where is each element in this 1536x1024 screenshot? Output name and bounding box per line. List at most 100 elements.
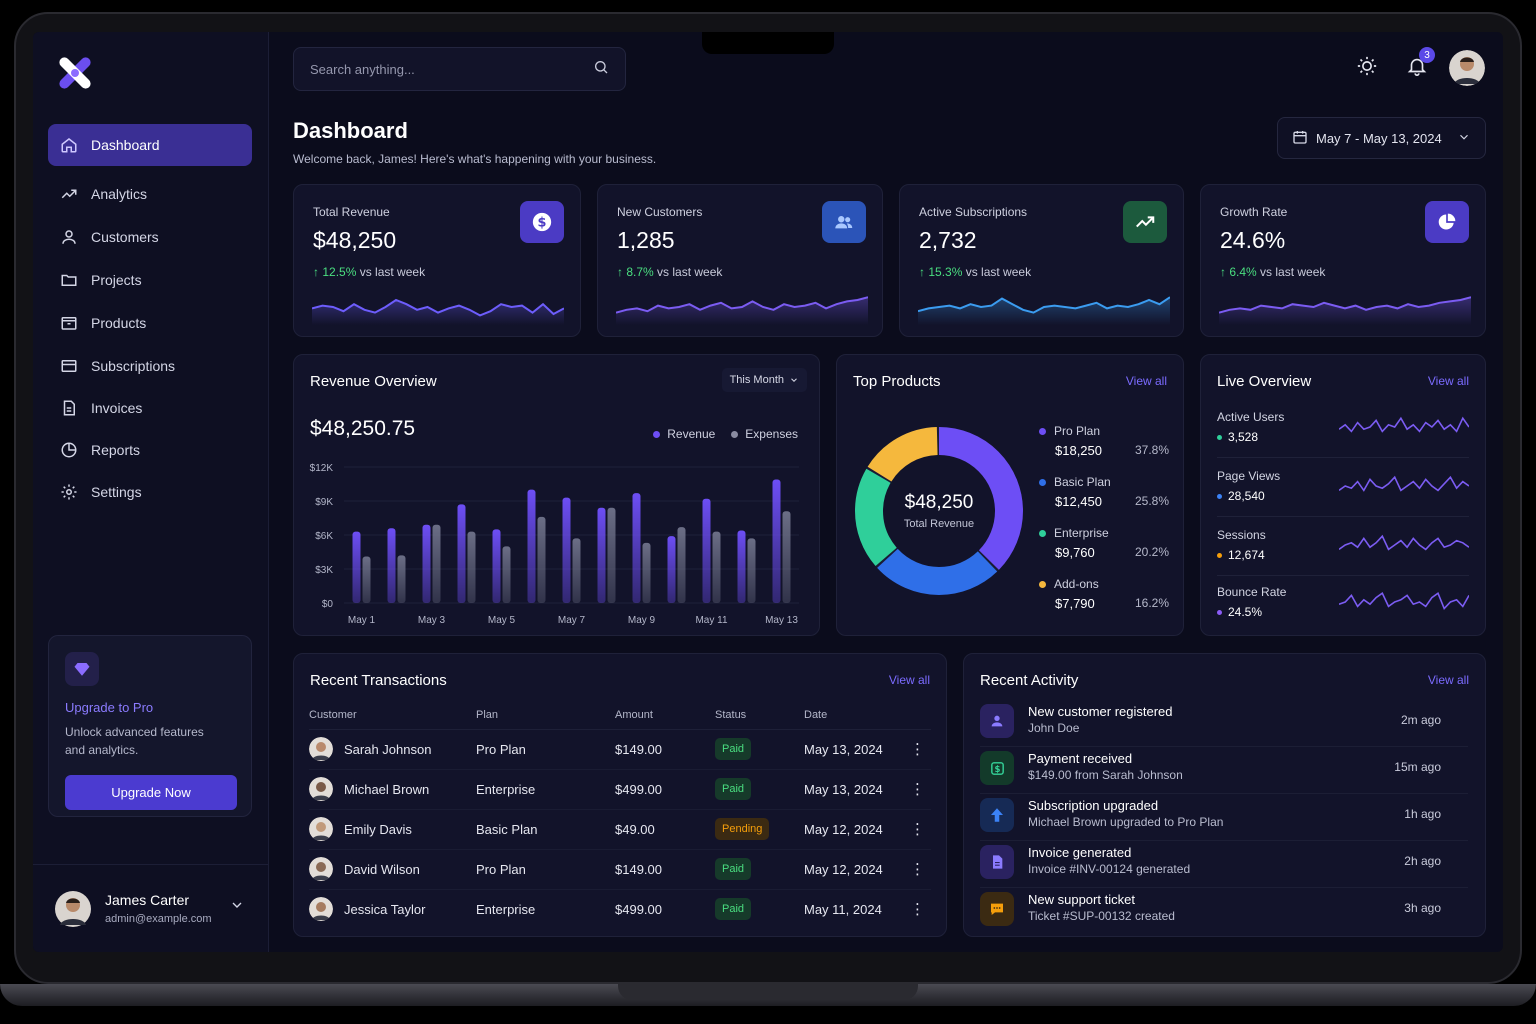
sidebar-item-reports[interactable]: Reports xyxy=(48,429,252,471)
customer-cell: Sarah Johnson xyxy=(309,729,476,770)
more-options-icon[interactable]: ⋮ xyxy=(904,849,931,890)
bar-revenue[interactable] xyxy=(457,504,466,603)
search-input[interactable] xyxy=(310,61,593,77)
activity-item[interactable]: Invoice generated Invoice #INV-00124 gen… xyxy=(980,839,1452,886)
chevron-down-icon[interactable] xyxy=(229,897,245,918)
bar-expenses[interactable] xyxy=(502,546,511,603)
bar-revenue[interactable] xyxy=(527,489,536,603)
x-tick-label: May 13 xyxy=(765,615,798,626)
sidebar-item-subscriptions[interactable]: Subscriptions xyxy=(48,345,252,387)
stat-change: ↑ 15.3% vs last week xyxy=(919,265,1031,279)
amount-cell: $49.00 xyxy=(615,809,715,850)
user-icon xyxy=(60,228,78,246)
user-avatar-button[interactable] xyxy=(1449,50,1485,86)
bar-expenses[interactable] xyxy=(782,511,791,603)
home-icon xyxy=(60,136,78,154)
upgrade-now-button[interactable]: Upgrade Now xyxy=(65,775,237,810)
bar-expenses[interactable] xyxy=(572,538,581,603)
more-options-icon[interactable]: ⋮ xyxy=(904,729,931,770)
activity-item[interactable]: $ Payment received $149.00 from Sarah Jo… xyxy=(980,745,1452,792)
bar-expenses[interactable] xyxy=(467,531,476,603)
view-all-link[interactable]: View all xyxy=(888,673,930,687)
stat-title: Growth Rate xyxy=(1220,205,1288,219)
date-cell: May 11, 2024 xyxy=(804,901,882,917)
bar-revenue[interactable] xyxy=(632,493,641,603)
chat-icon xyxy=(980,892,1014,926)
search-icon[interactable] xyxy=(593,59,609,80)
bar-expenses[interactable] xyxy=(397,555,406,603)
table-row[interactable]: Emily Davis Basic Plan $49.00 Pending May 12… xyxy=(309,809,931,850)
avatar xyxy=(55,890,91,927)
bar-revenue[interactable] xyxy=(422,524,431,603)
sidebar-item-invoices[interactable]: Invoices xyxy=(48,387,252,429)
sidebar-item-label: Subscriptions xyxy=(91,358,176,374)
donut-slice[interactable] xyxy=(855,427,1023,595)
product-list: Pro Plan $18,250 37.8% Basic Plan $12,45… xyxy=(1039,424,1169,628)
activity-time: 2h ago xyxy=(1404,854,1441,868)
product-item-add-ons: Add-ons $7,790 16.2% xyxy=(1039,577,1169,628)
sidebar-item-dashboard[interactable]: Dashboard xyxy=(48,124,252,166)
bar-expenses[interactable] xyxy=(712,531,721,603)
search-bar[interactable] xyxy=(293,47,626,91)
donut-slice[interactable] xyxy=(855,427,1023,595)
profile-name: James Carter xyxy=(105,892,190,908)
view-all-link[interactable]: View all xyxy=(1125,374,1167,388)
donut-slice[interactable] xyxy=(855,427,1023,595)
bar-expenses[interactable] xyxy=(642,542,651,603)
sparkline xyxy=(1339,475,1469,492)
bar-expenses[interactable] xyxy=(537,516,546,603)
activity-item[interactable]: Subscription upgraded Michael Brown upgr… xyxy=(980,792,1452,839)
product-name: Basic Plan xyxy=(1054,475,1111,489)
user-profile[interactable]: James Carter admin@example.com xyxy=(33,864,269,952)
activity-title: Subscription upgraded xyxy=(1028,798,1159,813)
sidebar-item-products[interactable]: Products xyxy=(48,302,252,344)
sidebar-item-customers[interactable]: Customers xyxy=(48,216,252,258)
app-logo[interactable] xyxy=(57,56,93,90)
chevron-down-icon xyxy=(789,375,799,385)
bar-revenue[interactable] xyxy=(352,531,361,603)
customer-cell: Michael Brown xyxy=(309,769,476,810)
date-cell: May 13, 2024 xyxy=(804,729,904,770)
activity-item[interactable]: New support ticket Ticket #SUP-00132 cre… xyxy=(980,886,1452,933)
more-options-icon[interactable]: ⋮ xyxy=(904,809,931,850)
bar-revenue[interactable] xyxy=(702,498,711,603)
bar-revenue[interactable] xyxy=(387,528,396,603)
y-tick-label: $3K xyxy=(315,565,333,576)
bar-revenue[interactable] xyxy=(737,530,746,603)
live-item-page-views: Page Views 28,540 xyxy=(1217,469,1469,527)
activity-title: Invoice generated xyxy=(1028,845,1132,860)
activity-time: 1h ago xyxy=(1404,807,1441,821)
bar-revenue[interactable] xyxy=(667,536,676,603)
date-range-picker[interactable]: May 7 - May 13, 2024 xyxy=(1277,117,1486,159)
bar-revenue[interactable] xyxy=(597,507,606,603)
bar-revenue[interactable] xyxy=(562,497,571,603)
bar-revenue[interactable] xyxy=(492,529,501,603)
bar-expenses[interactable] xyxy=(607,507,616,603)
profile-email: admin@example.com xyxy=(105,913,212,925)
sidebar-item-settings[interactable]: Settings xyxy=(48,471,252,513)
bar-expenses[interactable] xyxy=(747,538,756,603)
bar-revenue[interactable] xyxy=(772,479,781,603)
bar-expenses[interactable] xyxy=(432,524,441,603)
bar-expenses[interactable] xyxy=(362,556,371,603)
table-row[interactable]: Sarah Johnson Pro Plan $149.00 Paid May 13, … xyxy=(309,729,931,770)
customer-name: Michael Brown xyxy=(344,781,430,797)
more-options-icon[interactable]: ⋮ xyxy=(910,901,925,919)
table-row[interactable]: Michael Brown Enterprise $499.00 Paid May 13… xyxy=(309,769,931,810)
bar-expenses[interactable] xyxy=(677,527,686,603)
view-all-link[interactable]: View all xyxy=(1427,673,1469,687)
activity-item[interactable]: New customer registered John Doe 2m ago xyxy=(980,698,1452,745)
theme-toggle-button[interactable] xyxy=(1349,50,1385,86)
period-select[interactable]: This Month xyxy=(721,368,807,392)
view-all-link[interactable]: View all xyxy=(1427,374,1469,388)
table-row[interactable]: David Wilson Pro Plan $149.00 Paid May 12, 2… xyxy=(309,849,931,890)
sidebar-item-analytics[interactable]: Analytics xyxy=(48,173,252,215)
sidebar-item-projects[interactable]: Projects xyxy=(48,259,252,301)
notifications-button[interactable]: 3 xyxy=(1399,47,1435,86)
table-row[interactable]: Jessica Taylor Enterprise $499.00 Paid May 1… xyxy=(309,889,931,929)
x-tick-label: May 9 xyxy=(628,615,656,626)
donut-center-label: Total Revenue xyxy=(903,518,975,530)
sparkline-line xyxy=(1339,534,1469,551)
more-options-icon[interactable]: ⋮ xyxy=(904,769,931,810)
stat-title: New Customers xyxy=(617,205,703,219)
